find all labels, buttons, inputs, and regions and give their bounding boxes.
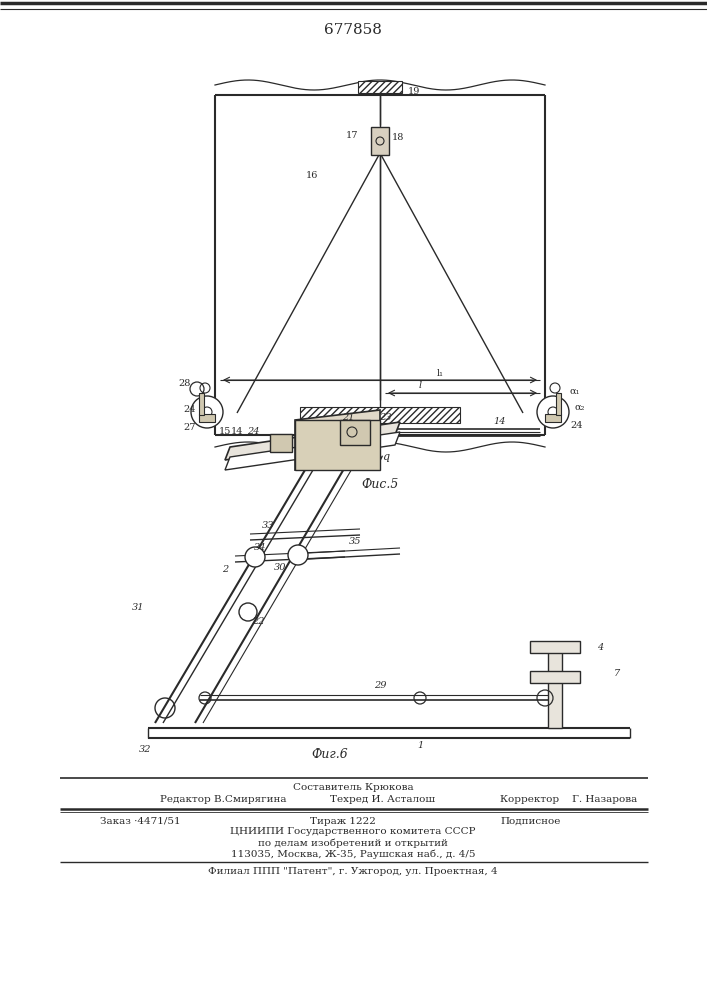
Text: 35: 35	[349, 538, 361, 546]
Text: Редактор В.Смирягина: Редактор В.Смирягина	[160, 796, 286, 804]
Text: q: q	[382, 452, 390, 462]
Polygon shape	[225, 422, 400, 460]
Text: 113035, Москва, Ж-35, Раушская наб., д. 4/5: 113035, Москва, Ж-35, Раушская наб., д. …	[230, 849, 475, 859]
Text: 24: 24	[247, 428, 259, 436]
Circle shape	[288, 545, 308, 565]
Text: Фис.5: Фис.5	[361, 479, 399, 491]
Text: 24: 24	[571, 420, 583, 430]
Text: 33: 33	[262, 522, 274, 530]
Text: 22: 22	[252, 617, 264, 626]
Text: 15: 15	[218, 426, 231, 436]
Text: 16: 16	[306, 170, 318, 180]
Text: 677858: 677858	[324, 23, 382, 37]
Text: 31: 31	[132, 603, 144, 612]
Circle shape	[191, 396, 223, 428]
Bar	[199, 393, 204, 415]
Text: 23: 23	[379, 414, 391, 422]
Text: 24: 24	[184, 404, 197, 414]
Text: 7: 7	[614, 668, 620, 678]
Bar	[295, 420, 380, 470]
Text: 14: 14	[230, 426, 243, 436]
Text: 28: 28	[179, 378, 191, 387]
Polygon shape	[225, 432, 400, 470]
Text: l: l	[419, 381, 421, 390]
Bar	[545, 414, 561, 422]
Bar	[300, 407, 460, 423]
Text: ЦНИИПИ Государственного комитета СССР: ЦНИИПИ Государственного комитета СССР	[230, 828, 476, 836]
Text: 29: 29	[374, 682, 386, 690]
Bar	[556, 393, 561, 415]
Text: Филиал ППП "Патент", г. Ужгород, ул. Проектная, 4: Филиал ППП "Патент", г. Ужгород, ул. Про…	[208, 867, 498, 876]
Bar	[358, 81, 402, 93]
Text: 2: 2	[222, 566, 228, 574]
Text: 32: 32	[139, 746, 151, 754]
Polygon shape	[295, 410, 380, 470]
Text: Составитель Крюкова: Составитель Крюкова	[293, 782, 414, 792]
Text: α₂: α₂	[575, 402, 585, 412]
Circle shape	[245, 547, 265, 567]
Text: 1: 1	[417, 740, 423, 750]
Text: Подписное: Подписное	[500, 816, 561, 826]
Text: α₁: α₁	[570, 386, 580, 395]
Text: Заказ ·4471/51: Заказ ·4471/51	[100, 816, 180, 826]
Text: l₁: l₁	[436, 368, 443, 377]
Text: 19: 19	[408, 87, 421, 96]
Text: 30: 30	[274, 562, 286, 572]
Text: по делам изобретений и открытий: по делам изобретений и открытий	[258, 838, 448, 848]
Text: Корректор    Г. Назарова: Корректор Г. Назарова	[500, 796, 637, 804]
Text: 27: 27	[184, 422, 197, 432]
Bar	[340, 420, 370, 445]
Text: 34: 34	[254, 542, 267, 552]
Text: 17: 17	[346, 130, 358, 139]
Text: 14: 14	[493, 416, 506, 426]
Text: Тираж 1222: Тираж 1222	[310, 816, 376, 826]
Bar	[530, 641, 580, 653]
Text: Фиг.6: Фиг.6	[312, 748, 349, 762]
Text: 18: 18	[392, 133, 404, 142]
Bar	[530, 671, 580, 683]
Bar	[548, 648, 562, 728]
Bar	[199, 414, 215, 422]
Bar	[371, 127, 389, 155]
Text: 21: 21	[341, 414, 354, 422]
Circle shape	[537, 396, 569, 428]
Text: Техред И. Асталош: Техред И. Асталош	[330, 796, 435, 804]
Bar	[270, 434, 292, 452]
Text: 4: 4	[597, 644, 603, 652]
